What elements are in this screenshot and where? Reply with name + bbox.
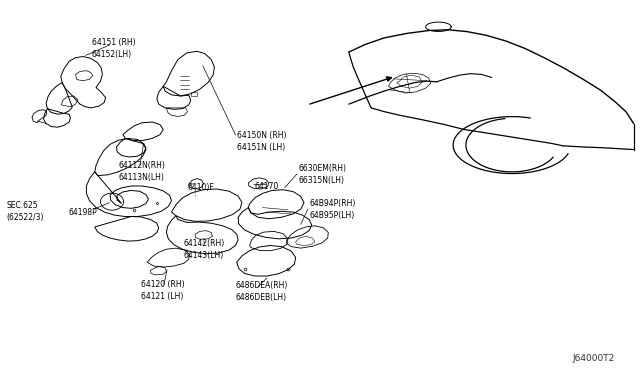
Text: 64142(RH)
64143(LH): 64142(RH) 64143(LH) <box>184 239 225 260</box>
Text: 6486DEA(RH)
6486DEB(LH): 6486DEA(RH) 6486DEB(LH) <box>236 281 288 302</box>
Text: J64000T2: J64000T2 <box>572 355 614 363</box>
Text: SEC.625
(62522/3): SEC.625 (62522/3) <box>6 201 44 222</box>
Text: 6410)F: 6410)F <box>188 183 214 192</box>
Text: 64120 (RH)
64121 (LH): 64120 (RH) 64121 (LH) <box>141 280 184 301</box>
Text: 64198P: 64198P <box>68 208 97 217</box>
Text: 64150N (RH)
64151N (LH): 64150N (RH) 64151N (LH) <box>237 131 286 152</box>
Text: 64170: 64170 <box>255 182 279 191</box>
Text: 6630EM(RH)
66315N(LH): 6630EM(RH) 66315N(LH) <box>299 164 347 185</box>
Text: 64112N(RH)
64113N(LH): 64112N(RH) 64113N(LH) <box>118 161 165 182</box>
Text: 64B94P(RH)
64B95P(LH): 64B94P(RH) 64B95P(LH) <box>309 199 355 220</box>
Text: 64151 (RH)
64152(LH): 64151 (RH) 64152(LH) <box>92 38 135 59</box>
